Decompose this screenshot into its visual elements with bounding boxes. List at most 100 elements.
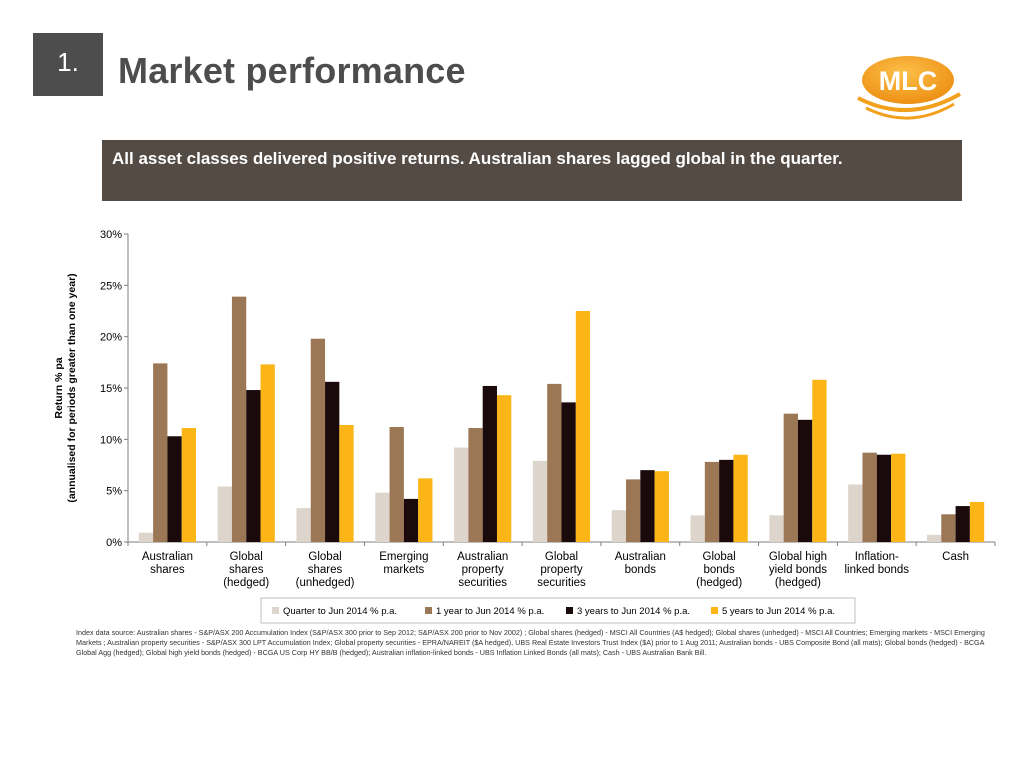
y-tick-label: 20% (100, 332, 122, 344)
bar (690, 515, 705, 542)
x-category-label-line: Global high (769, 551, 827, 563)
legend-entry: 3 years to Jun 2014 % p.a. (577, 606, 690, 617)
x-category-label: Global high yield bonds (hedged) (769, 551, 827, 589)
bar (468, 428, 483, 542)
bar (138, 532, 154, 542)
section-number-badge: 1. (33, 33, 103, 96)
x-category-label: Australian shares (142, 551, 193, 576)
x-category-label-line: bonds (703, 564, 735, 576)
bar (626, 479, 641, 542)
bar (862, 452, 877, 542)
bar (704, 461, 720, 542)
logo-badge-shape (862, 56, 954, 104)
section-number: 1. (57, 47, 79, 77)
bar (181, 428, 197, 542)
bar (296, 508, 311, 542)
legend-entry: 5 years to Jun 2014 % p.a. (722, 606, 835, 617)
x-category-label-line: (hedged) (775, 577, 821, 589)
bar (654, 471, 669, 542)
bar (733, 454, 748, 542)
legend-swatch (566, 607, 573, 614)
y-axis-label: Return % pa(annualised for periods great… (53, 273, 78, 502)
bar (941, 514, 956, 542)
bar (231, 296, 247, 542)
x-category-label-line: Inflation- (855, 551, 899, 563)
y-tick-label: 15% (100, 383, 122, 395)
bar (375, 492, 390, 542)
bar (969, 501, 985, 542)
x-category-label: Global property securities (537, 551, 586, 589)
bar (611, 510, 627, 542)
x-category-label-line: Global (545, 551, 578, 563)
x-category-label-line: Australian (142, 551, 193, 563)
bar (640, 470, 655, 542)
y-tick-label: 5% (106, 486, 122, 498)
bar (812, 379, 827, 542)
bar (403, 498, 419, 542)
bar (532, 460, 548, 542)
bar (926, 534, 942, 542)
x-category-label-line: linked bonds (844, 564, 909, 576)
headline-banner: All asset classes delivered positive ret… (102, 140, 962, 201)
returns-bar-chart: 0% 5% 10% 15% 20% 25% 30% Return % pa(annualise… (53, 229, 996, 624)
x-category-label: Inflation-linked bonds (844, 551, 909, 576)
x-category-label: Global shares (unhedged) (296, 551, 355, 589)
x-category-label-line: shares (150, 564, 185, 576)
mlc-logo: MLC (857, 56, 961, 120)
bar (575, 311, 591, 542)
bar (246, 390, 261, 542)
bar (496, 395, 512, 542)
bar (418, 478, 433, 542)
x-category-label-line: yield bonds (769, 564, 827, 576)
bar (153, 363, 168, 542)
x-category-label: Global shares (hedged) (223, 551, 269, 589)
legend-box (260, 597, 856, 624)
x-category-label-line: shares (229, 564, 264, 576)
x-category-label-line: Emerging (379, 551, 428, 563)
bar (310, 338, 326, 542)
x-category-label: Emerging markets (379, 551, 428, 576)
legend-entry: 1 year to Jun 2014 % p.a. (436, 606, 544, 617)
x-category-label-line: (hedged) (223, 577, 269, 589)
x-category-label: Cash (942, 551, 969, 563)
legend-swatch (272, 607, 279, 614)
bar (389, 427, 404, 542)
bar (217, 486, 232, 542)
x-category-label: Australian bonds (615, 551, 666, 576)
bar (783, 413, 798, 542)
x-category-label-line: shares (308, 564, 343, 576)
x-category-label-line: Global (230, 551, 263, 563)
x-category-label-line: Cash (942, 551, 969, 563)
bar (547, 383, 562, 542)
y-tick-label: 0% (106, 537, 122, 549)
x-category-label-line: property (462, 564, 504, 576)
y-axis-label-line: (annualised for periods greater than one… (66, 273, 78, 502)
x-category-label-line: bonds (625, 564, 657, 576)
x-category-label-line: securities (458, 577, 507, 589)
logo-swoosh (857, 92, 961, 113)
y-tick-label: 25% (100, 280, 122, 292)
x-category-label: Australian property securities (457, 551, 508, 589)
legend-swatch (711, 607, 718, 614)
x-category-label-line: (unhedged) (296, 577, 355, 589)
bar (167, 436, 182, 542)
bar (769, 515, 784, 542)
x-category-label-line: Global (308, 551, 341, 563)
logo-text: MLC (879, 66, 937, 96)
legend-entry: Quarter to Jun 2014 % p.a. (283, 606, 397, 617)
bar (848, 484, 863, 542)
x-category-label-line: property (540, 564, 582, 576)
x-category-label-line: markets (383, 564, 424, 576)
y-tick-label: 30% (100, 229, 122, 241)
page-title: Market performance (118, 50, 466, 91)
bar (260, 364, 275, 542)
y-tick-label: 10% (100, 434, 122, 446)
bar (561, 402, 576, 542)
x-category-label-line: (hedged) (696, 577, 742, 589)
bar (955, 506, 970, 542)
legend-swatch (425, 607, 432, 614)
index-source-note: Index data source: Australian shares - S… (76, 628, 985, 657)
bar (719, 459, 734, 542)
y-axis-label-line: Return % pa (53, 357, 65, 418)
x-category-label: Global bonds (hedged) (696, 551, 742, 589)
